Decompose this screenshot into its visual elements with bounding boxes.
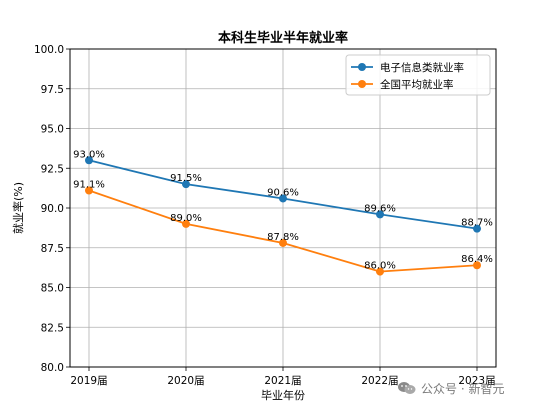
legend-label: 全国平均就业率 [380,78,454,91]
watermark: 公众号 · 新智元 [397,379,504,397]
data-point [182,180,190,189]
watermark-text: 公众号 · 新智元 [421,381,505,396]
x-tick-label: 2020届 [167,375,204,387]
y-tick-label: 82.5 [41,322,64,334]
data-label: 91.5% [170,173,202,184]
data-label: 86.0% [364,261,396,272]
data-label: 87.8% [267,232,299,243]
x-axis-label: 毕业年份 [261,388,305,402]
legend-box [345,54,491,96]
data-point [85,156,93,165]
y-tick-label: 80.0 [41,362,64,374]
data-label: 90.6% [267,187,299,198]
x-axis-ticks: 2019届 2020届 2021届 2022届 2023届 [70,367,496,387]
legend-label: 电子信息类就业率 [380,61,464,74]
y-tick-label: 85.0 [41,283,64,295]
x-tick-label: 2019届 [70,375,107,387]
y-tick-label: 100.0 [34,44,64,56]
y-tick-label: 97.5 [41,84,64,96]
data-labels: 93.0% 91.5% 90.6% 89.6% 88.7% 91.1% 89.0% 87.8%… [73,149,493,271]
data-point [473,261,481,270]
y-axis-label: 就业率(%) [11,182,25,234]
data-point [473,224,481,233]
y-tick-label: 92.5 [41,163,64,175]
data-label: 89.6% [364,203,396,214]
data-label: 93.0% [73,149,105,160]
legend-swatch-marker [358,80,366,88]
data-point [376,267,384,276]
grid [70,48,496,368]
data-label: 88.7% [461,218,493,229]
data-point [85,186,93,195]
x-tick-label: 2021届 [264,375,301,387]
legend-swatch-marker [358,63,366,71]
x-tick-label: 2023届 [458,375,495,387]
data-point [279,238,287,247]
data-label: 91.1% [73,180,105,191]
data-label: 86.4% [461,254,493,265]
y-tick-label: 90.0 [41,203,64,215]
x-tick-label: 2022届 [361,375,398,387]
data-point [376,210,384,219]
y-tick-label: 87.5 [41,243,64,255]
data-point [182,219,190,228]
data-label: 89.0% [170,213,202,224]
chart-title: 本科生毕业半年就业率 [218,30,348,46]
y-tick-label: 95.0 [41,124,64,136]
data-point [279,194,287,203]
y-axis-ticks: 80.0 82.5 85.0 87.5 90.0 92.5 95.0 97.5 100.0 [34,44,70,374]
wechat-icon [398,382,416,394]
series [85,156,481,276]
